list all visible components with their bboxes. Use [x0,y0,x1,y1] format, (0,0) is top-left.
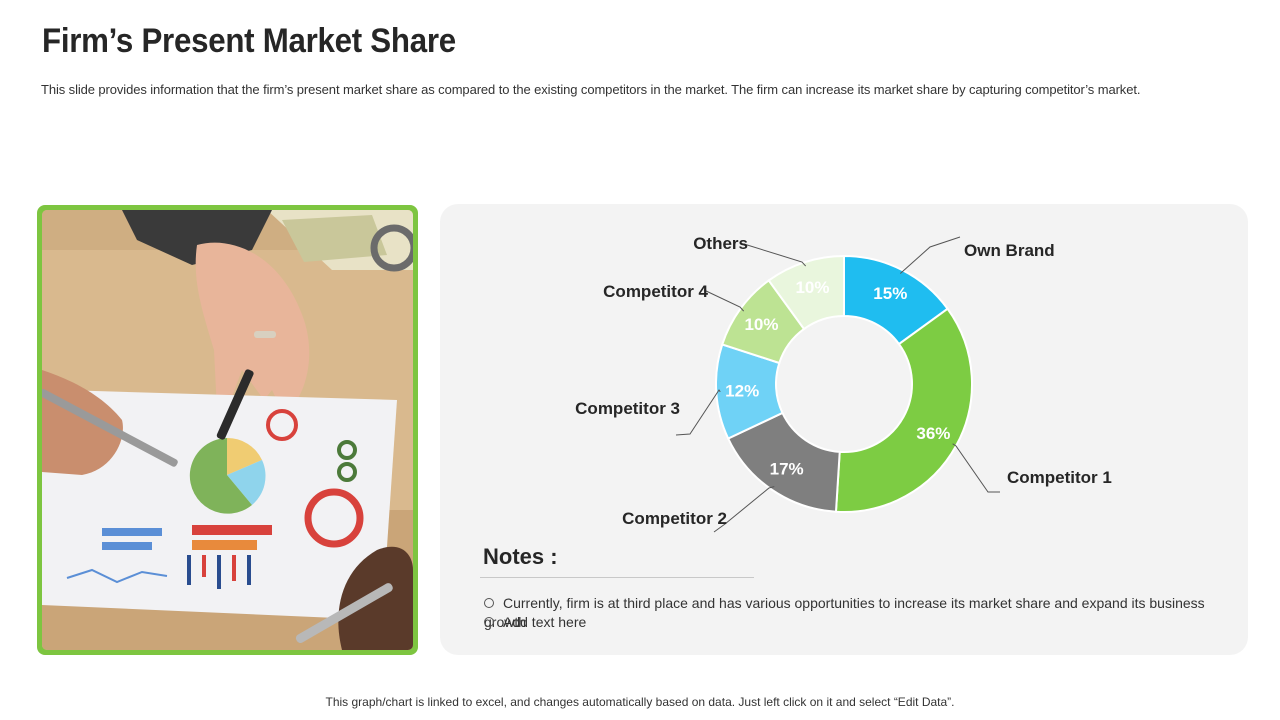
donut-slice-others[interactable] [767,254,845,331]
data-label-competitor-1: 36% [916,424,950,443]
data-label-own-brand: 15% [873,284,907,303]
data-label-competitor-3: 12% [725,381,759,400]
leader-line-competitor-1 [952,443,1000,493]
market-share-donut-chart: 15% Own Brand 36% Competitor 1 17% Competitor… [575,234,1112,533]
data-label-competitor-2: 17% [770,459,804,478]
notes-item-text: Add text here [503,614,587,630]
category-label-competitor-4: Competitor 4 [603,282,708,301]
notes-divider [480,577,754,578]
notes-list: Currently, firm is at third place and ha… [484,594,1248,632]
photo-frame [37,205,418,655]
leader-line-competitor-2 [713,486,775,533]
category-label-others: Others [693,234,748,253]
leader-line-competitor-3 [675,389,721,436]
data-label-others: 10% [795,278,829,297]
leader-line-others [743,243,807,267]
circle-bullet-icon [484,598,494,609]
circle-bullet-icon [484,617,494,628]
footer-note: This graph/chart is linked to excel, and… [325,695,955,709]
leader-line-own-brand [899,236,961,274]
notes-title: Notes : [483,544,558,569]
chart-panel: 15% Own Brand 36% Competitor 1 17% Competitor… [440,204,1248,655]
page-title: Firm’s Present Market Share [42,22,456,60]
category-label-competitor-2: Competitor 2 [622,509,727,528]
donut-slice-competitor-1[interactable] [834,307,973,513]
category-label-own-brand: Own Brand [964,241,1055,260]
page-subtitle: This slide provides information that the… [41,82,1141,97]
notes-item-text: Currently, firm is at third place and ha… [484,595,1205,630]
data-label-competitor-4: 10% [744,315,778,334]
people-reviewing-charts-photo [42,210,413,650]
leader-line-competitor-4 [703,289,745,312]
category-label-competitor-1: Competitor 1 [1007,468,1112,487]
notes-item: Add text here [484,613,1248,632]
notes-item: Currently, firm is at third place and ha… [484,594,1248,630]
category-label-competitor-3: Competitor 3 [575,399,680,418]
